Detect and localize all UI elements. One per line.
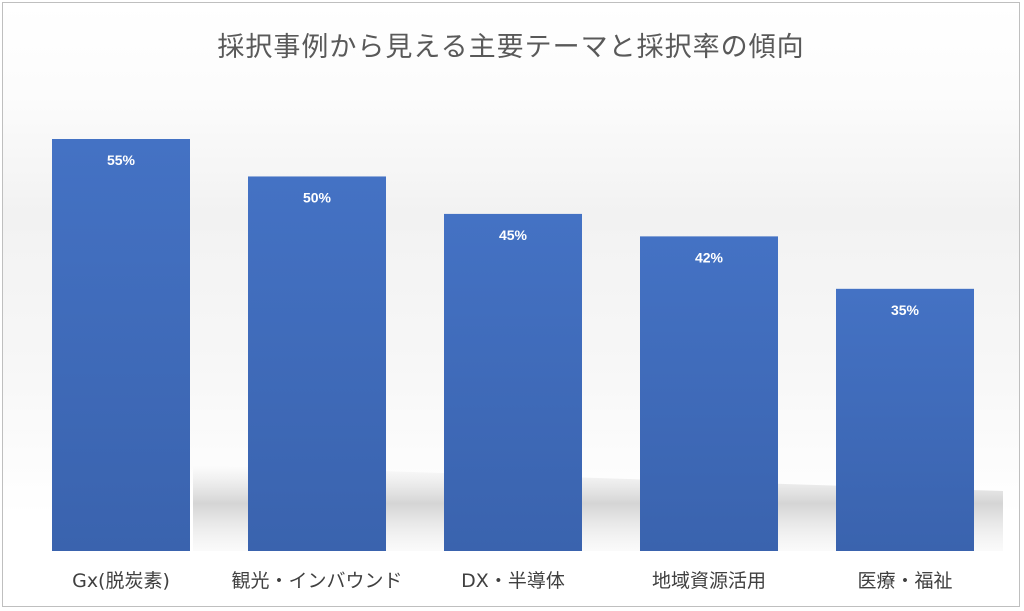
category-label-1: Gx(脱炭素) bbox=[72, 570, 170, 592]
data-label-3: 45% bbox=[499, 227, 528, 243]
category-label-2: 観光・インバウンド bbox=[231, 570, 402, 592]
category-label-5: 医療・福祉 bbox=[857, 570, 952, 592]
data-label-5: 35% bbox=[891, 302, 920, 318]
category-label-4: 地域資源活用 bbox=[652, 570, 766, 592]
category-label-3: DX・半導体 bbox=[461, 570, 565, 592]
chart-title: 採択事例から見える主要テーマと採択率の傾向 bbox=[217, 32, 805, 63]
bar-chart-plot: 55% 50% 45% 42% 35% Gx(脱炭素) 観光・インバウンド DX・半導体 地域… bbox=[52, 139, 1003, 592]
floor-shadow bbox=[193, 465, 1003, 551]
bar-3 bbox=[444, 213, 582, 551]
data-label-1: 55% bbox=[107, 152, 136, 168]
bar-1 bbox=[52, 139, 190, 551]
data-label-2: 50% bbox=[303, 189, 332, 205]
bar-5 bbox=[836, 288, 974, 551]
data-label-4: 42% bbox=[695, 249, 724, 265]
bar-2 bbox=[248, 176, 386, 552]
bar-4 bbox=[640, 236, 778, 551]
